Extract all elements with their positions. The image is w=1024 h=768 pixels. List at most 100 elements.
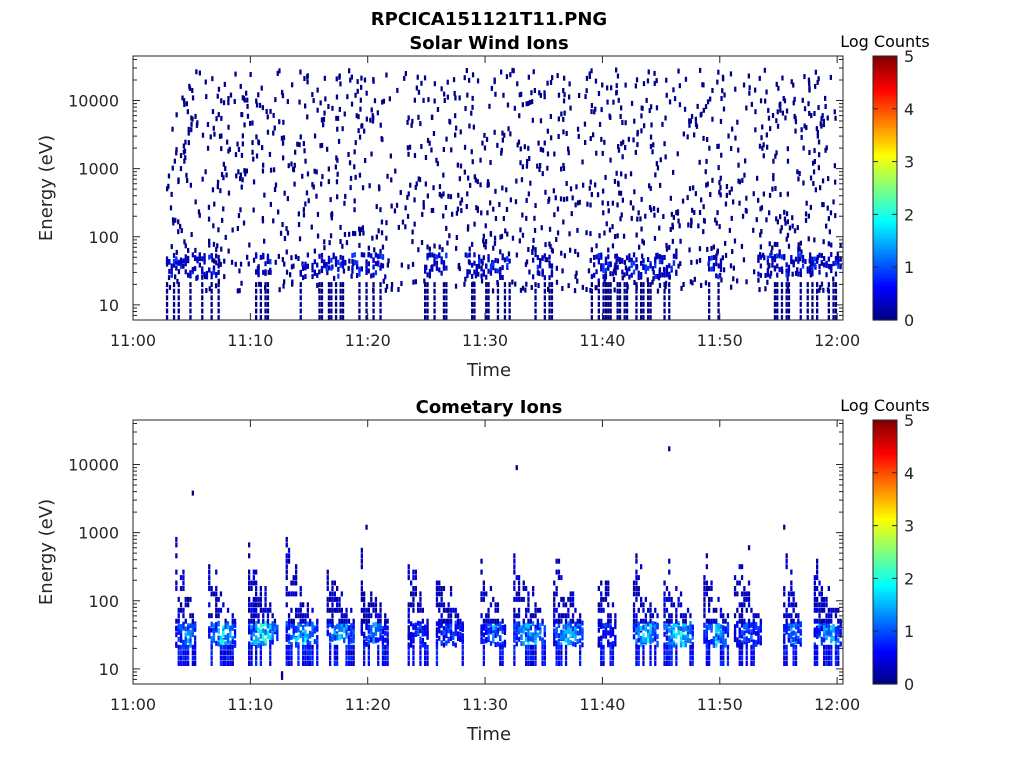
heatmap-cell	[445, 301, 448, 307]
heatmap-cell	[785, 618, 788, 624]
heatmap-cell	[456, 613, 460, 619]
heatmap-cell	[320, 308, 324, 314]
heatmap-cell	[690, 114, 694, 119]
heatmap-cell	[461, 621, 464, 627]
heatmap-cell	[818, 623, 821, 628]
heatmap-cell	[821, 113, 824, 119]
heatmap-cell	[386, 644, 389, 650]
heatmap-cell	[590, 295, 593, 301]
heatmap-cell	[658, 273, 662, 278]
heatmap-cell	[740, 618, 744, 624]
heatmap-cell	[556, 206, 560, 212]
colorbar-segment	[873, 224, 897, 229]
heatmap-cell	[604, 591, 608, 597]
heatmap-cell	[663, 644, 666, 650]
heatmap-cell	[501, 644, 504, 650]
heatmap-cell	[182, 639, 185, 645]
heatmap-cell	[649, 282, 652, 288]
heatmap-cell	[386, 625, 389, 631]
heatmap-cell	[569, 628, 572, 634]
heatmap-cell	[292, 263, 295, 269]
heatmap-cell	[485, 591, 488, 597]
heatmap-cell	[298, 99, 301, 105]
heatmap-cell	[304, 618, 307, 624]
heatmap-cell	[390, 177, 393, 183]
heatmap-cell	[785, 655, 788, 661]
heatmap-cell	[290, 634, 293, 640]
heatmap-cell	[203, 259, 206, 265]
heatmap-cell	[367, 252, 370, 257]
heatmap-cell	[635, 558, 638, 564]
heatmap-cell	[329, 650, 332, 656]
heatmap-cell	[496, 295, 500, 301]
heatmap-cell	[637, 650, 640, 656]
heatmap-cell	[442, 295, 446, 301]
heatmap-cell	[834, 256, 838, 262]
heatmap-cell	[203, 256, 206, 262]
heatmap-cell	[654, 623, 657, 629]
heatmap-cell	[325, 266, 328, 272]
heatmap-cell	[618, 315, 622, 321]
heatmap-cell	[557, 613, 561, 619]
heatmap-cell	[794, 256, 798, 262]
heatmap-cell	[686, 625, 690, 631]
heatmap-cell	[776, 315, 779, 321]
heatmap-cell	[611, 602, 615, 608]
heatmap-cell	[787, 295, 791, 301]
heatmap-cell	[403, 75, 406, 81]
heatmap-cell	[612, 99, 615, 105]
heatmap-cell	[267, 269, 270, 275]
heatmap-cell	[816, 282, 819, 288]
heatmap-cell	[179, 223, 182, 229]
heatmap-cell	[306, 79, 309, 85]
heatmap-cell	[448, 233, 451, 239]
heatmap-cell	[297, 661, 300, 666]
heatmap-cell	[503, 308, 507, 314]
colorbar-segment	[873, 182, 897, 186]
heatmap-cell	[635, 285, 638, 290]
heatmap-cell	[525, 637, 528, 642]
heatmap-cell	[759, 232, 762, 238]
heatmap-cell	[602, 210, 605, 216]
heatmap-cell	[380, 219, 384, 225]
heatmap-cell	[473, 301, 476, 307]
heatmap-cell	[741, 213, 745, 219]
heatmap-cell	[374, 613, 378, 619]
colorbar-segment	[873, 66, 897, 70]
heatmap-cell	[428, 273, 431, 279]
heatmap-cell	[311, 632, 314, 637]
heatmap-cell	[623, 301, 626, 307]
heatmap-cell	[424, 267, 427, 273]
heatmap-cell	[597, 288, 600, 294]
heatmap-cell	[567, 150, 570, 156]
heatmap-cell	[291, 281, 294, 287]
heatmap-cell	[771, 245, 774, 251]
heatmap-cell	[380, 262, 383, 268]
heatmap-cell	[419, 636, 422, 642]
heatmap-cell	[635, 257, 638, 263]
heatmap-cell	[445, 288, 448, 294]
heatmap-cell	[833, 163, 836, 169]
heatmap-cell	[352, 644, 355, 650]
heatmap-cell	[719, 631, 723, 636]
heatmap-cell	[262, 613, 265, 619]
heatmap-cell	[571, 618, 575, 624]
heatmap-cell	[816, 650, 819, 656]
heatmap-cell	[721, 255, 724, 261]
heatmap-cell	[618, 190, 621, 196]
heatmap-cell	[327, 295, 331, 301]
heatmap-cell	[485, 295, 488, 301]
heatmap-cell	[663, 315, 666, 321]
heatmap-cell	[336, 624, 339, 630]
heatmap-cell	[647, 295, 650, 301]
heatmap-cell	[326, 580, 329, 586]
heatmap-cell	[654, 607, 657, 613]
heatmap-cell	[480, 265, 483, 271]
heatmap-cell	[664, 154, 667, 160]
heatmap-cell	[811, 308, 814, 314]
heatmap-cell	[548, 282, 551, 288]
heatmap-cell	[487, 618, 490, 624]
heatmap-cell	[747, 596, 751, 602]
heatmap-cell	[641, 105, 644, 111]
heatmap-cell	[722, 632, 725, 638]
